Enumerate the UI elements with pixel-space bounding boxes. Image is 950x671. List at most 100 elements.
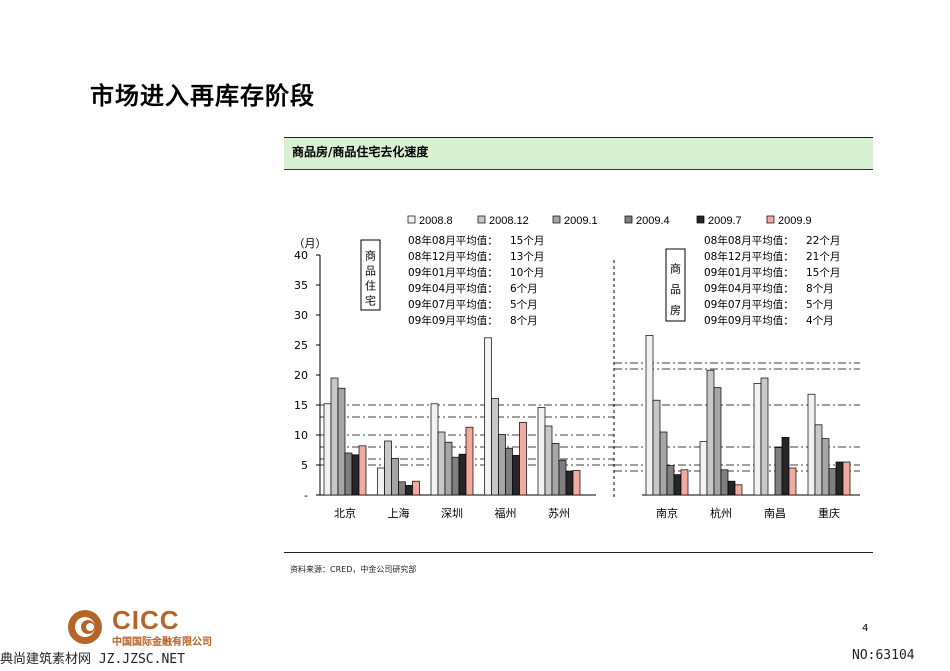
bar: [821, 438, 830, 496]
bar: [680, 469, 689, 496]
y-tick-label: 40: [294, 249, 308, 262]
watermark-left: 典尚建筑素材网 JZ.JZSC.NET: [0, 652, 185, 667]
average-annotation-label: 09年09月平均值：: [704, 314, 794, 327]
bar: [337, 387, 346, 496]
bar: [484, 337, 492, 496]
bar: [814, 424, 823, 496]
bar: [458, 453, 467, 496]
average-annotation-label: 09年01月平均值：: [408, 266, 498, 279]
bar: [788, 467, 797, 496]
cicc-logo-icon: [68, 610, 102, 644]
bar: [835, 461, 844, 496]
bar: [720, 469, 729, 496]
bar: [565, 470, 574, 496]
category-label: 上海: [388, 506, 410, 520]
y-tick-label: 30: [294, 309, 308, 322]
bar: [377, 467, 385, 496]
legend-label: 2009.7: [708, 215, 742, 227]
average-annotation-value: 8个月: [806, 283, 834, 295]
bar: [842, 461, 851, 496]
average-annotation-label: 08年08月平均值：: [704, 234, 794, 247]
average-annotation-value: 15个月: [806, 267, 840, 279]
bar: [781, 437, 790, 496]
bar: [760, 377, 769, 496]
bar: [666, 465, 675, 496]
legend-label: 2008.12: [489, 215, 529, 227]
bar: [807, 393, 816, 496]
category-label: 北京: [334, 506, 356, 520]
legend-label: 2009.9: [778, 215, 812, 227]
bar: [430, 403, 439, 496]
bar: [551, 443, 560, 496]
bar: [774, 447, 783, 496]
bar: [828, 468, 837, 496]
bar: [537, 407, 546, 496]
group-label-box: [665, 248, 686, 322]
bar: [412, 480, 420, 496]
average-annotation-value: 6个月: [510, 283, 538, 295]
bar: [384, 440, 392, 496]
watermark-right: NO:63104: [852, 648, 915, 663]
average-annotation-label: 08年08月平均值：: [408, 234, 498, 247]
bar: [753, 383, 762, 496]
legend-swatch: [407, 215, 416, 224]
bar: [512, 455, 520, 496]
bar: [727, 480, 736, 496]
category-label: 杭州: [710, 506, 732, 520]
category-label: 重庆: [818, 506, 840, 520]
average-annotation-label: 08年12月平均值：: [704, 250, 794, 263]
bar: [323, 403, 332, 496]
legend-swatch: [696, 215, 705, 224]
bar: [673, 474, 682, 496]
legend-label: 2008.8: [419, 215, 453, 227]
y-tick-label: 10: [294, 429, 308, 442]
panel-top-rule: [284, 137, 873, 138]
bar: [491, 398, 499, 496]
average-annotation-value: 10个月: [510, 267, 544, 279]
bar: [706, 369, 715, 496]
bar: [572, 470, 581, 496]
average-annotation-label: 09年09月平均值：: [408, 314, 498, 327]
average-annotation-value: 8个月: [510, 315, 538, 327]
category-label: 福州: [495, 506, 517, 520]
legend-swatch: [477, 215, 486, 224]
average-annotation-label: 08年12月平均值：: [408, 250, 498, 263]
bar: [465, 426, 474, 496]
bar: [344, 452, 353, 496]
y-tick-label: 35: [294, 279, 308, 292]
average-annotation-value: 21个月: [806, 251, 840, 263]
legend-label: 2009.4: [636, 215, 670, 227]
group-label: 商品房: [670, 262, 681, 317]
bar: [444, 441, 453, 496]
bar: [498, 434, 506, 496]
logo-wordmark: CICC: [112, 605, 180, 635]
average-annotation-label: 09年01月平均值：: [704, 266, 794, 279]
group-label-box: [360, 239, 381, 311]
category-label: 深圳: [441, 507, 463, 520]
average-annotation-value: 13个月: [510, 251, 544, 263]
legend-swatch: [624, 215, 633, 224]
average-annotation-label: 09年07月平均值：: [704, 298, 794, 311]
y-tick-label: 20: [294, 369, 308, 382]
bar: [437, 431, 446, 496]
slide-title: 市场进入再库存阶段: [90, 81, 315, 110]
page-number: 4: [862, 623, 869, 634]
panel-bottom-rule: [284, 552, 873, 553]
average-annotation-label: 09年04月平均值：: [408, 282, 498, 295]
y-tick-label: 5: [301, 459, 308, 472]
bar: [330, 377, 339, 496]
bar: [505, 447, 513, 496]
average-annotation-label: 09年07月平均值：: [408, 298, 498, 311]
y-axis-title: （月）: [294, 237, 327, 250]
bar: [391, 458, 399, 496]
bar: [699, 441, 708, 496]
y-tick-label: 15: [294, 399, 308, 412]
category-label: 苏州: [548, 507, 570, 520]
average-annotation-value: 22个月: [806, 235, 840, 247]
average-annotation-value: 5个月: [806, 299, 834, 311]
bar: [544, 425, 553, 496]
average-annotation-value: 15个月: [510, 235, 544, 247]
bar: [405, 485, 413, 496]
bar: [645, 335, 654, 496]
